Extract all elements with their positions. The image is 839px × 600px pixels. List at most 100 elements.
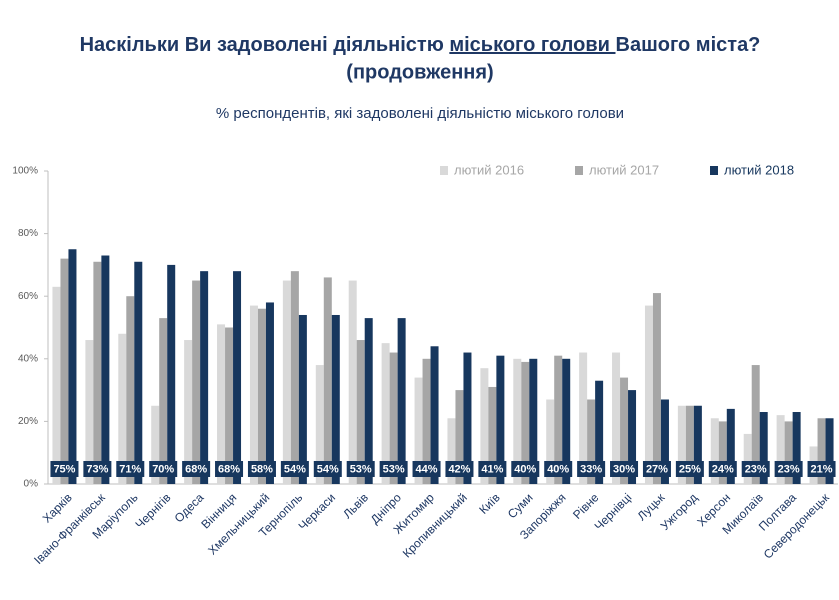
x-tick-label: Суми xyxy=(505,490,536,521)
y-tick-label: 0% xyxy=(24,479,39,490)
value-label-box xyxy=(379,461,408,477)
legend-swatch xyxy=(575,166,583,175)
bar xyxy=(759,412,768,484)
value-label: 54% xyxy=(317,463,339,475)
y-tick-label: 100% xyxy=(12,166,38,177)
bar xyxy=(126,296,135,484)
value-label-box xyxy=(149,461,178,477)
value-label: 75% xyxy=(53,463,75,475)
value-label-box xyxy=(708,461,737,477)
bar xyxy=(743,433,752,484)
bar xyxy=(546,399,555,484)
bar xyxy=(529,358,538,484)
value-label-box xyxy=(577,461,606,477)
value-label: 44% xyxy=(416,463,438,475)
bar xyxy=(825,418,834,484)
title-part: міського голови xyxy=(449,34,615,56)
bar xyxy=(660,399,669,484)
value-label: 54% xyxy=(284,463,306,475)
bar xyxy=(397,318,406,484)
bar xyxy=(85,340,94,484)
legend-label: лютий 2018 xyxy=(724,162,794,177)
value-label-box xyxy=(182,461,211,477)
legend-label: лютий 2017 xyxy=(589,162,659,177)
bar xyxy=(620,377,629,484)
value-label: 23% xyxy=(778,463,800,475)
bar xyxy=(282,280,291,484)
value-label: 41% xyxy=(481,463,503,475)
bar xyxy=(356,340,365,484)
bar xyxy=(381,343,390,484)
y-tick-label: 60% xyxy=(18,291,38,302)
value-label-box xyxy=(346,461,375,477)
bar xyxy=(612,352,621,484)
value-label: 68% xyxy=(218,463,240,475)
value-label-box xyxy=(313,461,342,477)
chart-subtitle: % респондентів, які задоволені діяльніст… xyxy=(216,105,624,122)
bar xyxy=(60,258,69,484)
value-label: 40% xyxy=(514,463,536,475)
bar xyxy=(167,264,176,484)
x-tick-label: Київ xyxy=(476,490,502,516)
bar xyxy=(513,358,522,484)
bar xyxy=(455,390,464,484)
bar xyxy=(348,280,357,484)
bar xyxy=(257,308,266,484)
bar xyxy=(776,415,785,484)
bar xyxy=(389,352,398,484)
bar xyxy=(480,368,489,484)
bar xyxy=(290,271,299,484)
bar xyxy=(726,408,735,484)
bar xyxy=(521,361,530,484)
bar xyxy=(151,405,160,484)
value-label-box xyxy=(412,461,441,477)
bar xyxy=(792,412,801,484)
value-label: 40% xyxy=(547,463,569,475)
bar xyxy=(331,314,340,484)
bar xyxy=(233,271,242,484)
bar xyxy=(184,340,193,484)
bar xyxy=(685,405,694,484)
value-label: 53% xyxy=(350,463,372,475)
y-tick-label: 20% xyxy=(18,416,38,427)
x-tick-label: Ужгород xyxy=(658,490,701,533)
bar xyxy=(463,352,472,484)
x-tick-label: Черкаси xyxy=(296,490,339,533)
value-label: 30% xyxy=(613,463,635,475)
bar xyxy=(68,249,77,484)
value-label-box xyxy=(544,461,573,477)
bar xyxy=(159,318,168,484)
value-label: 33% xyxy=(580,463,602,475)
value-label-box xyxy=(675,461,704,477)
bar xyxy=(93,261,102,484)
bar xyxy=(562,358,571,484)
value-label: 24% xyxy=(712,463,734,475)
value-label-box xyxy=(478,461,507,477)
legend-swatch xyxy=(710,166,718,175)
value-label: 21% xyxy=(811,463,833,475)
value-label: 73% xyxy=(86,463,108,475)
bar xyxy=(249,305,258,484)
bar xyxy=(118,333,127,484)
bar xyxy=(554,355,563,484)
bar xyxy=(323,277,332,484)
value-label: 71% xyxy=(119,463,141,475)
value-label: 27% xyxy=(646,463,668,475)
value-label-box xyxy=(642,461,671,477)
bar xyxy=(644,305,653,484)
bar xyxy=(200,271,209,484)
value-label-box xyxy=(610,461,639,477)
legend-swatch xyxy=(440,166,448,175)
value-label: 23% xyxy=(745,463,767,475)
bar xyxy=(101,255,110,484)
bar xyxy=(628,390,637,484)
chart-title-line2: (продовження) xyxy=(346,61,493,83)
bar xyxy=(751,365,760,484)
value-label: 53% xyxy=(383,463,405,475)
value-label: 58% xyxy=(251,463,273,475)
x-tick-label: Чернігів xyxy=(133,490,174,531)
title-part: Вашого міста? xyxy=(616,34,761,56)
bar xyxy=(192,280,201,484)
bar xyxy=(488,386,497,484)
